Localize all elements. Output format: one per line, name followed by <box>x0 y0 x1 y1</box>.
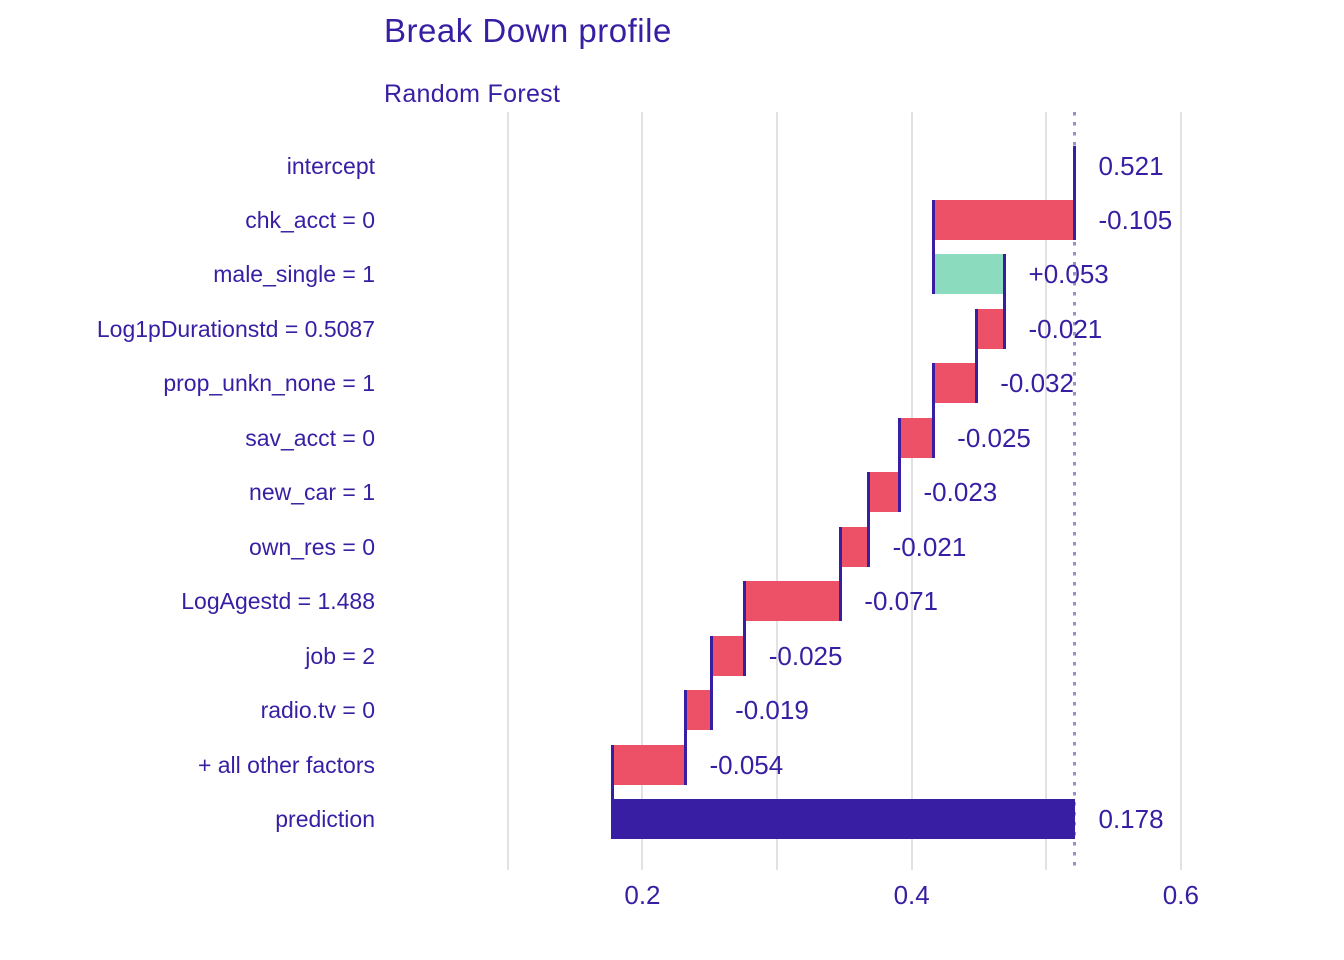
connector-line <box>931 363 935 458</box>
connector-line <box>931 199 935 295</box>
bar-value-label: +0.053 <box>1028 259 1109 290</box>
connector-line <box>898 417 902 513</box>
connector-line <box>867 472 871 567</box>
variable-label: radio.tv = 0 <box>260 697 375 724</box>
bar-value-label: -0.054 <box>709 749 784 780</box>
contribution-bar <box>933 363 977 404</box>
bar-value-label: 0.178 <box>1098 804 1164 835</box>
variable-label: new_car = 1 <box>249 479 375 506</box>
connector-line <box>974 308 978 404</box>
y-axis-label-column: intercept chk_acct = 0 male_single = 1 Log1… <box>0 0 375 960</box>
contribution-bar <box>711 635 745 676</box>
bar-value-label: -0.032 <box>1000 368 1074 399</box>
x-tick-label: 0.6 <box>1162 880 1199 910</box>
contribution-bar <box>840 526 869 567</box>
bar-value-label: -0.071 <box>864 586 939 617</box>
contribution-bar <box>933 199 1075 240</box>
variable-label: job = 2 <box>305 642 375 669</box>
bar-value-label: -0.021 <box>1028 313 1103 344</box>
bar-value-label: -0.023 <box>923 477 998 508</box>
variable-label: chk_acct = 0 <box>245 206 375 233</box>
gridline <box>910 112 913 870</box>
connector-line <box>1003 254 1007 349</box>
connector-line <box>1073 145 1076 240</box>
variable-label: prediction <box>275 806 375 833</box>
contribution-bar <box>868 472 900 513</box>
connector-line <box>611 744 615 840</box>
variable-label: own_res = 0 <box>249 533 375 560</box>
gridline <box>1179 112 1182 870</box>
connector-line <box>743 581 747 676</box>
connector-line <box>684 690 687 785</box>
contribution-bar <box>899 417 934 458</box>
bar-value-label: -0.105 <box>1098 204 1173 235</box>
contribution-bar <box>976 308 1005 349</box>
contribution-bar <box>744 581 841 622</box>
intercept-guide-line <box>1073 112 1076 870</box>
chart-title: Break Down profile <box>384 12 672 49</box>
variable-label: male_single = 1 <box>213 261 375 288</box>
plot-panel: 0.521 -0.105 +0.053 -0.021 -0.032 -0.025 -0.02… <box>384 112 1232 870</box>
bar-value-label: -0.021 <box>892 531 967 562</box>
bar-value-label: -0.025 <box>957 422 1031 453</box>
variable-label: Log1pDurationstd = 0.5087 <box>96 315 375 342</box>
x-tick-label: 0.2 <box>624 880 661 910</box>
variable-label: intercept <box>286 152 375 179</box>
connector-line <box>838 526 842 622</box>
variable-label: prop_unkn_none = 1 <box>163 370 375 397</box>
gridline <box>641 112 644 870</box>
variable-label: sav_acct = 0 <box>245 424 375 451</box>
bar-value-label: 0.521 <box>1098 150 1164 181</box>
contribution-bar <box>612 744 686 785</box>
gridline <box>506 112 509 870</box>
x-tick-label: 0.4 <box>893 880 930 910</box>
chart-subtitle: Random Forest <box>384 80 561 108</box>
variable-label: LogAgestd = 1.488 <box>181 588 375 615</box>
contribution-bar <box>685 690 712 731</box>
gridline <box>1045 112 1048 870</box>
gridline <box>776 112 779 870</box>
variable-label: + all other factors <box>197 751 375 778</box>
connector-line <box>709 635 713 731</box>
bar-value-label: -0.019 <box>735 695 809 726</box>
contribution-bar <box>612 799 1075 840</box>
bar-value-label: -0.025 <box>768 640 843 671</box>
contribution-bar <box>933 254 1005 295</box>
